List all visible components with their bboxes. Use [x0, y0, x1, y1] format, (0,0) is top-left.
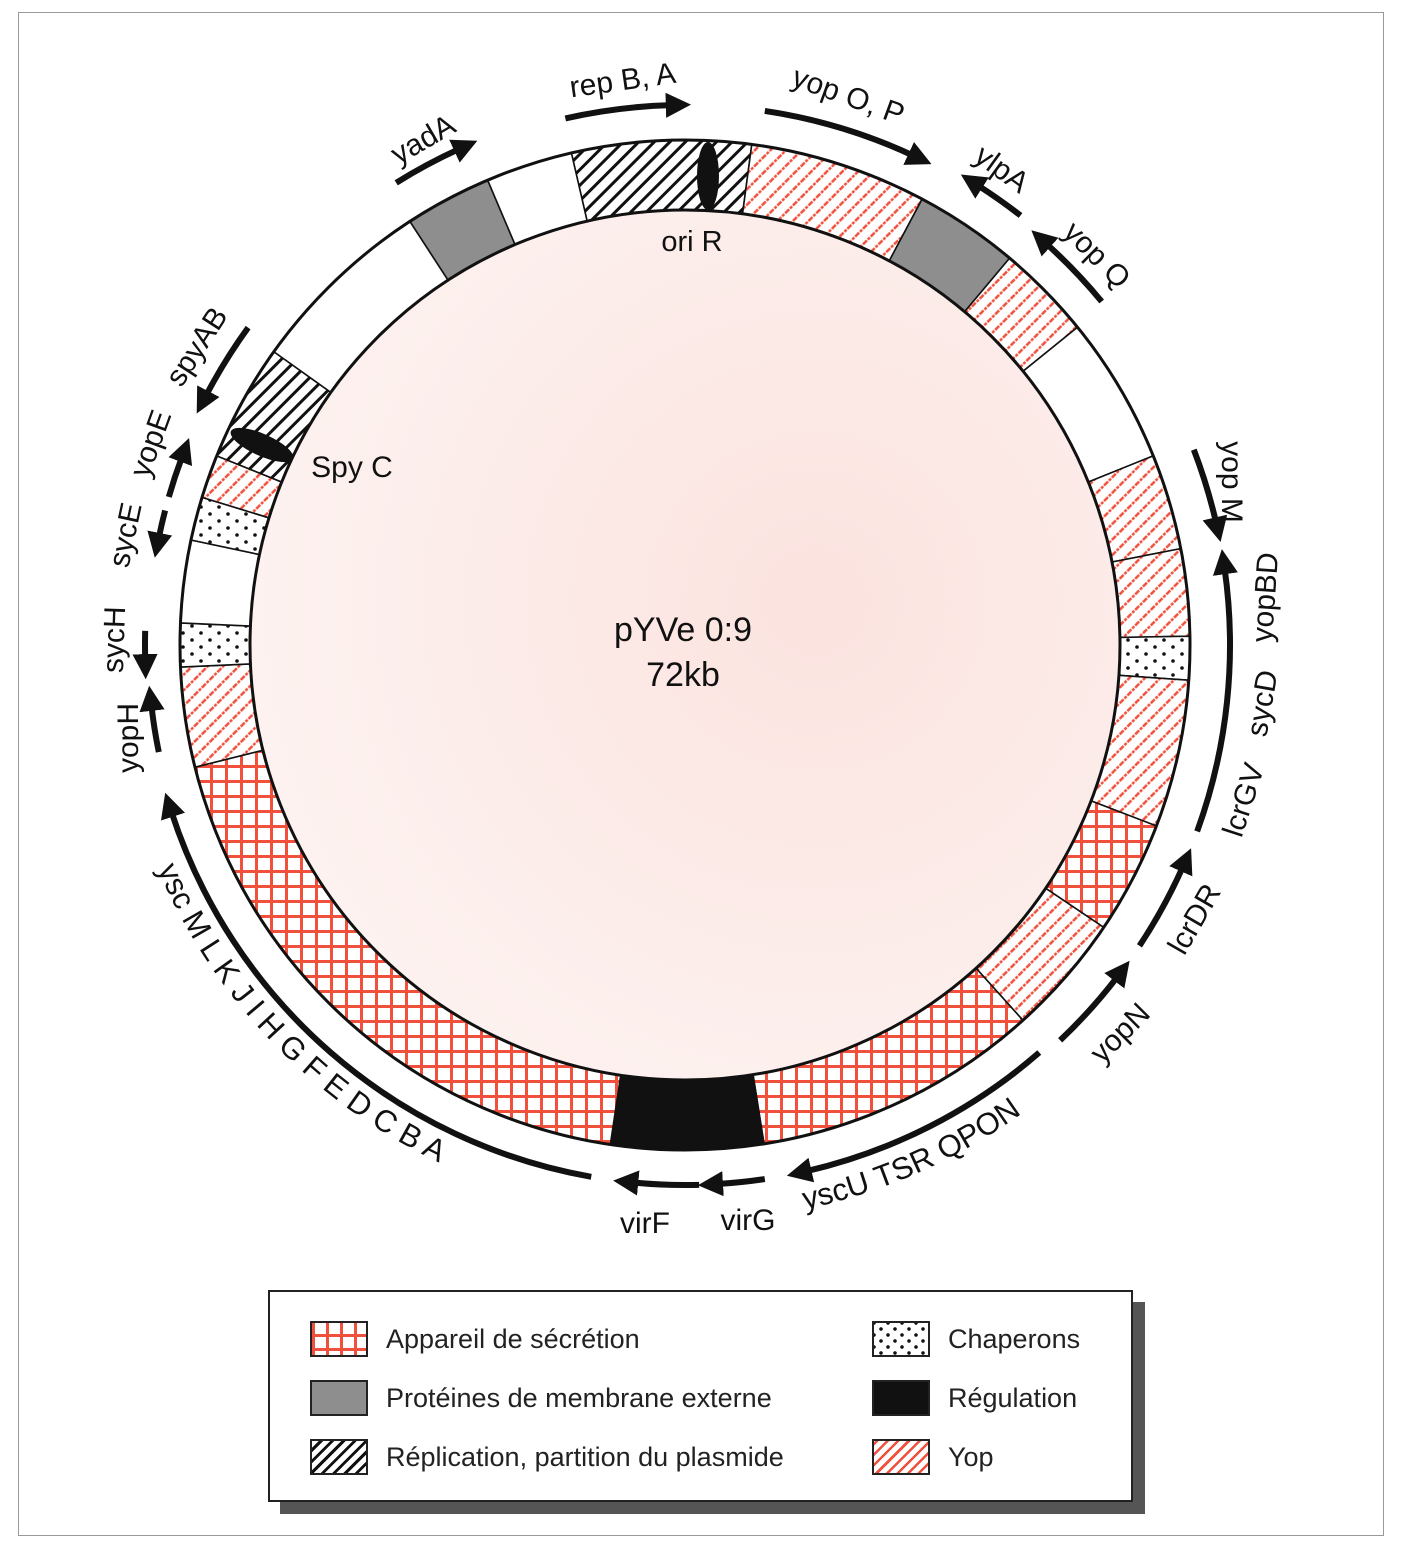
gene-label-repBA: rep B, A: [568, 57, 678, 105]
arrow-yopOP: [764, 107, 932, 165]
ori-r-label: ori R: [661, 226, 722, 258]
gene-label-ylpA: ylpA: [968, 139, 1035, 200]
gene-label-virF: virF: [620, 1207, 670, 1240]
arrow-yscM-A: [161, 792, 592, 1180]
legend-swatch-yop: [872, 1439, 930, 1475]
arrow-yopH: [139, 685, 165, 753]
legend-swatch-secretion: [310, 1321, 368, 1357]
segment-chaperone: [179, 622, 252, 668]
arrow-virG: [697, 1171, 766, 1197]
legend-label: Régulation: [948, 1382, 1078, 1413]
arrow-yopM: [1190, 448, 1228, 543]
plasmid-map: pYVe 0:9 72kb ori R Spy C rep B, A yop O…: [97, 57, 1285, 1240]
segment-chaperone: [1118, 635, 1191, 682]
plasmid-inner-circle: [248, 208, 1122, 1082]
arrow-yadA: [394, 139, 478, 186]
gene-label-sycD: sycD: [1241, 668, 1285, 739]
legend-swatch-chaperone: [872, 1321, 930, 1357]
legend-swatch-regulation: [872, 1380, 930, 1416]
legend-item-secretion: Appareil de sécrétion: [310, 1319, 640, 1359]
legend-item-membrane: Protéines de membrane externe: [310, 1378, 772, 1418]
segment-none: [179, 539, 261, 627]
legend: Appareil de sécrétion Protéines de membr…: [268, 1290, 1133, 1502]
arrow-yopN: [1058, 960, 1130, 1043]
arrow-spyAB: [196, 325, 251, 414]
legend-label: Chaperons: [948, 1323, 1081, 1354]
arrow-yopQ: [1031, 230, 1104, 304]
ori-r-marker: [697, 142, 719, 210]
arrow-lcrDR: [1136, 848, 1193, 948]
plasmid-size: 72kb: [646, 656, 720, 694]
legend-item-replication: Réplication, partition du plasmide: [310, 1437, 784, 1477]
gene-label-yopE: yopE: [124, 406, 178, 482]
gene-label-spyAB: spyAB: [160, 301, 235, 392]
gene-label-sycH: sycH: [97, 606, 132, 674]
gene-label-yadA: yadA: [385, 108, 461, 171]
legend-swatch-replication: [310, 1439, 368, 1475]
segment-yop: [1111, 547, 1191, 639]
segment-replication: [570, 139, 753, 223]
arrow-yopE: [165, 438, 193, 498]
legend-label: Réplication, partition du plasmide: [386, 1441, 784, 1472]
legend-item-chaperone: Chaperons: [872, 1319, 1080, 1359]
legend-swatch-membrane: [310, 1380, 368, 1416]
plasmid-name: pYVe 0:9: [614, 611, 752, 649]
segment-regulation: [609, 1073, 765, 1151]
arrow-yopBD-lcrGV: [1194, 549, 1238, 833]
plasmid-outer-circle: [178, 138, 1192, 1152]
legend-item-yop: Yop: [872, 1437, 994, 1477]
gene-label-yopM: yop M: [1215, 441, 1248, 523]
legend-label: Yop: [948, 1441, 994, 1472]
gene-label-virG: virG: [721, 1204, 776, 1237]
arrow-ylpA: [960, 174, 1023, 218]
gene-label-yopH: yopH: [112, 703, 145, 773]
spy-c-label: Spy C: [311, 451, 393, 484]
gene-label-yopQ: yop Q: [1057, 215, 1137, 295]
figure-frame: [18, 12, 1384, 1536]
arrow-repBA: [564, 92, 692, 122]
arrow-virF: [613, 1170, 700, 1196]
arrow-sycE: [147, 509, 173, 558]
arrow-yscU-QPON: [786, 1050, 1042, 1183]
legend-label: Protéines de membrane externe: [386, 1382, 772, 1413]
legend-label: Appareil de sécrétion: [386, 1323, 640, 1354]
spy-c-marker: [230, 427, 294, 463]
gene-label-yopBD: yopBD: [1246, 551, 1285, 643]
legend-item-regulation: Régulation: [872, 1378, 1077, 1418]
gene-label-lcrGV: lcrGV: [1217, 759, 1272, 841]
gene-arrows: [132, 92, 1238, 1197]
gene-label-sycE: sycE: [103, 500, 149, 570]
